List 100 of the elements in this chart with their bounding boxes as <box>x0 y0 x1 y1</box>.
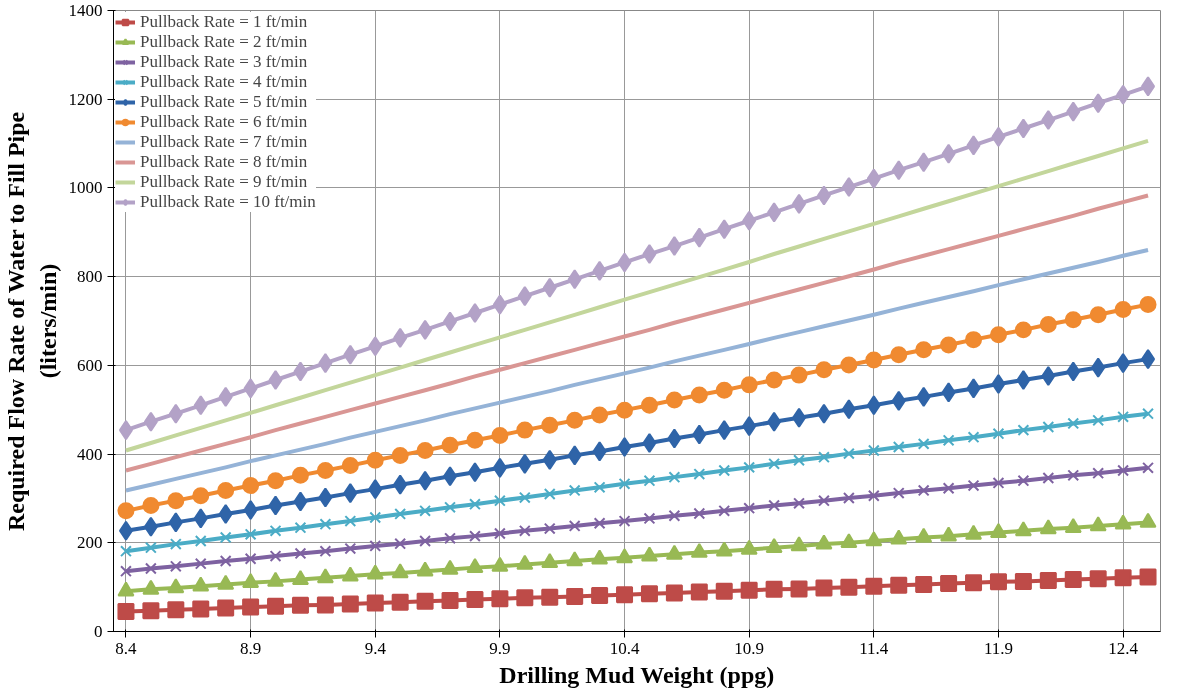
legend-label: Pullback Rate = 1 ft/min <box>140 12 308 32</box>
point <box>316 462 334 479</box>
point <box>343 344 358 365</box>
point <box>268 369 283 390</box>
point <box>965 574 983 592</box>
point <box>940 526 958 542</box>
line-series <box>123 248 1151 493</box>
point <box>142 602 160 620</box>
point <box>218 503 233 524</box>
x-tick-label: 8.9 <box>239 638 262 658</box>
point <box>816 403 831 424</box>
point <box>1041 366 1056 386</box>
point <box>319 518 332 531</box>
point <box>142 579 160 595</box>
y-tick-label: 800 <box>77 267 103 287</box>
point <box>793 497 805 510</box>
point <box>591 587 609 605</box>
point <box>269 524 282 537</box>
x-tick-label: 9.9 <box>489 638 511 658</box>
point <box>267 597 285 615</box>
point <box>966 135 981 156</box>
point <box>1016 118 1031 139</box>
point <box>768 457 781 470</box>
point <box>1067 417 1080 430</box>
point <box>1116 84 1131 105</box>
point <box>143 411 158 432</box>
point <box>715 582 733 600</box>
point <box>618 515 631 527</box>
point <box>1066 101 1081 122</box>
point <box>767 202 782 223</box>
point <box>168 512 183 533</box>
point <box>192 487 210 505</box>
point <box>1014 572 1032 590</box>
point <box>1017 424 1030 437</box>
point <box>169 538 182 551</box>
y-tick-label: 0 <box>94 622 103 641</box>
point <box>692 424 707 445</box>
point <box>1139 296 1157 314</box>
point <box>391 563 409 579</box>
point <box>790 366 808 384</box>
point <box>992 427 1005 440</box>
point <box>840 578 858 596</box>
point <box>668 471 681 484</box>
legend-label: Pullback Rate = 6 ft/min <box>140 112 308 132</box>
legend-label: Pullback Rate = 4 ft/min <box>140 72 308 92</box>
point <box>890 346 908 364</box>
point <box>818 451 830 464</box>
point <box>369 511 382 524</box>
point <box>1064 571 1082 589</box>
point <box>592 260 607 281</box>
point <box>192 576 210 592</box>
point <box>341 457 359 475</box>
point <box>120 545 132 558</box>
point <box>616 548 634 564</box>
point <box>316 596 334 614</box>
point <box>1041 110 1056 131</box>
point <box>989 326 1007 344</box>
point <box>441 559 459 575</box>
point <box>391 593 409 611</box>
point <box>617 436 632 457</box>
point <box>1114 514 1132 530</box>
point <box>1091 357 1106 378</box>
point <box>790 536 808 552</box>
point <box>568 519 581 532</box>
point <box>218 386 233 407</box>
point <box>217 481 235 499</box>
point <box>815 579 833 597</box>
point <box>492 457 507 478</box>
point <box>243 499 258 520</box>
point <box>366 564 384 580</box>
point <box>541 588 559 606</box>
point <box>416 442 434 460</box>
point <box>1039 316 1057 334</box>
point <box>618 477 631 490</box>
point <box>640 396 658 414</box>
point <box>1089 516 1107 532</box>
point <box>1114 300 1132 318</box>
point <box>866 395 881 416</box>
y-tick-label: 200 <box>77 533 103 553</box>
point <box>917 484 930 497</box>
point <box>693 507 706 520</box>
point <box>841 177 856 198</box>
point <box>293 361 308 382</box>
point <box>942 482 955 495</box>
point <box>169 560 182 573</box>
y-tick-label: 400 <box>77 444 103 464</box>
point <box>715 541 733 557</box>
point <box>194 535 207 547</box>
point <box>840 356 858 374</box>
point <box>643 474 656 487</box>
point <box>867 444 880 457</box>
point <box>1142 461 1154 474</box>
point <box>469 530 481 543</box>
point <box>940 336 958 354</box>
point <box>194 557 207 570</box>
point <box>965 331 983 349</box>
point <box>840 533 858 549</box>
x-tick-label: 10.9 <box>734 638 765 658</box>
point <box>242 477 260 495</box>
point <box>891 390 906 411</box>
